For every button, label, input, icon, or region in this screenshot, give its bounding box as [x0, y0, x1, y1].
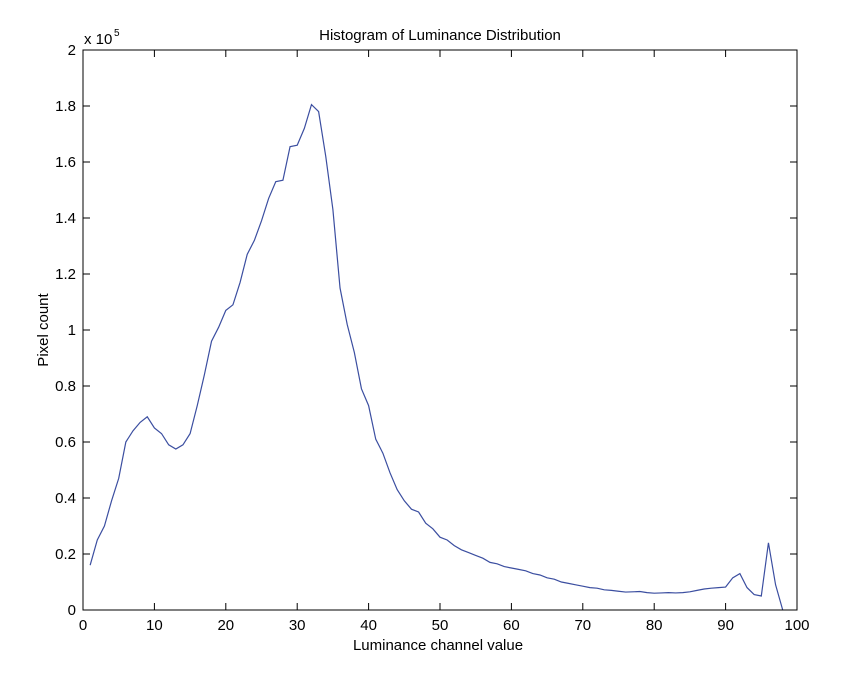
y-tick-label: 0.6	[55, 434, 76, 451]
x-tick-label: 60	[503, 617, 520, 634]
y-tick-label: 0	[68, 602, 76, 619]
y-tick-label: 1.2	[55, 266, 76, 283]
x-tick-label: 30	[289, 617, 306, 634]
x-tick-label: 70	[574, 617, 591, 634]
x-axis-ticks: 0 10 20 30 40 50 60 70 80 90 100	[79, 50, 810, 634]
x-tick-label: 10	[146, 617, 163, 634]
x-tick-label: 100	[784, 617, 809, 634]
y-tick-label: 1	[68, 322, 76, 339]
x-axis-label: Luminance channel value	[353, 637, 523, 654]
y-tick-label: 0.8	[55, 378, 76, 395]
x-tick-label: 50	[432, 617, 449, 634]
y-tick-label: 2	[68, 42, 76, 59]
y-tick-label: 1.4	[55, 210, 76, 227]
y-multiplier-label: x 10	[84, 31, 112, 48]
x-tick-label: 90	[717, 617, 734, 634]
y-tick-label: 0.4	[55, 490, 76, 507]
series-line-0	[89, 103, 784, 611]
x-tick-label: 40	[360, 617, 377, 634]
y-axis-label: Pixel count	[35, 292, 52, 366]
x-tick-label: 80	[646, 617, 663, 634]
plot-area-frame	[82, 49, 798, 611]
y-multiplier-exponent: 5	[114, 28, 120, 39]
x-tick-label: 0	[79, 617, 87, 634]
chart-title: Histogram of Luminance Distribution	[319, 27, 561, 44]
y-tick-label: 0.2	[55, 546, 76, 563]
series-line-layer	[89, 103, 784, 611]
y-tick-label: 1.8	[55, 98, 76, 115]
y-axis-ticks: 0 0.2 0.4 0.6 0.8 1 1.2 1.4 1.6 1.8 2	[55, 42, 797, 619]
y-tick-label: 1.6	[55, 154, 76, 171]
x-tick-label: 20	[217, 617, 234, 634]
